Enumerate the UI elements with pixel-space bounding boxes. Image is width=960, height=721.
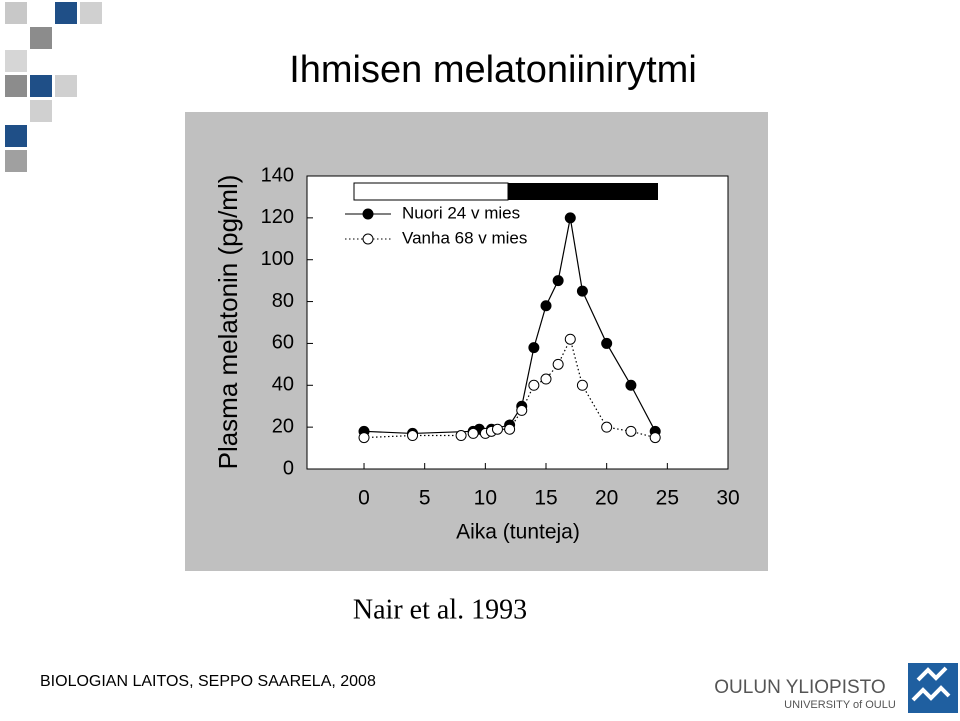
x-tick-label: 5 [419,487,431,510]
y-tick-label: 0 [283,457,294,479]
citation: Nair et al. 1993 [353,594,527,625]
data-point [601,421,613,433]
legend-marker [362,233,374,245]
x-tick-label: 20 [595,487,618,510]
data-point [564,212,576,224]
data-point [407,430,419,442]
data-point [552,358,564,370]
legend-marker [362,208,374,220]
data-point [552,275,564,287]
y-tick-label: 120 [261,206,294,228]
light-bar [353,182,509,201]
data-point [540,300,552,312]
y-tick-label: 40 [272,374,294,396]
data-point [504,423,516,435]
plot-area [306,175,729,470]
data-point [625,379,637,391]
data-point [528,342,540,354]
data-point [649,432,661,444]
data-point [528,379,540,391]
data-point [601,337,613,349]
data-point [358,432,370,444]
y-tick-label: 100 [261,248,294,270]
y-tick-label: 20 [272,415,294,437]
x-tick-label: 10 [474,487,497,510]
data-point [540,373,552,385]
data-point [467,427,479,439]
data-point [491,423,503,435]
y-tick-label: 140 [261,164,294,186]
y-tick-label: 80 [272,290,294,312]
logo-name: OULUN YLIOPISTO [714,677,885,698]
data-point [564,333,576,345]
y-tick-label: 60 [272,332,294,354]
data-point [576,379,588,391]
logo-sub: UNIVERSITY of OULU [784,699,896,711]
decor [5,2,102,172]
slide-title: Ihmisen melatoniinirytmi [289,49,697,91]
logo-icon [908,663,958,713]
data-point [576,285,588,297]
x-tick-label: 30 [716,487,739,510]
x-axis-label: Aika (tunteja) [456,521,580,544]
dark-bar [508,183,658,200]
legend-label: Vanha 68 v mies [402,228,527,247]
y-axis-label: Plasma melatonin (pg/ml) [213,175,243,470]
data-point [625,425,637,437]
x-tick-label: 0 [358,487,370,510]
x-tick-label: 15 [534,487,557,510]
footer: BIOLOGIAN LAITOS, SEPPO SAARELA, 2008 [40,673,376,690]
data-point [455,430,467,442]
data-point [516,404,528,416]
legend-label: Nuori 24 v mies [402,203,520,222]
x-tick-label: 25 [656,487,679,510]
